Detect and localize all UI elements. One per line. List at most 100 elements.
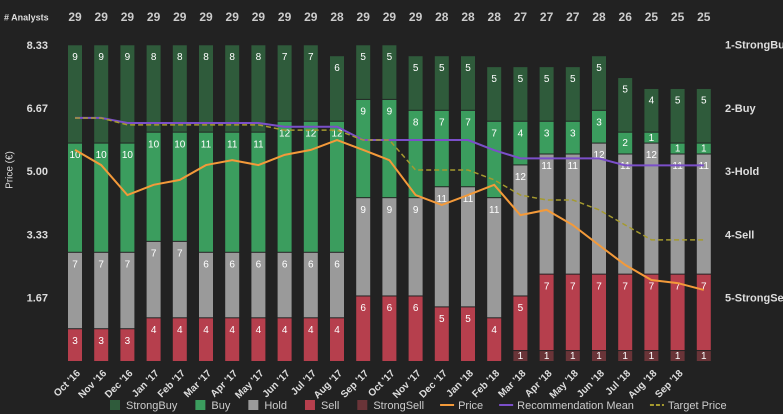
bar-segment bbox=[696, 154, 711, 274]
data-label: 5 bbox=[544, 74, 550, 85]
bar-segment bbox=[565, 67, 580, 121]
bar-segment bbox=[120, 45, 135, 143]
data-label: 10 bbox=[148, 139, 160, 150]
data-label: 1 bbox=[701, 351, 707, 362]
data-label: 8 bbox=[177, 52, 183, 63]
legend-label: Target Price bbox=[668, 400, 727, 412]
legend-swatch bbox=[110, 400, 120, 410]
bar-segment bbox=[408, 296, 423, 361]
data-label: 7 bbox=[125, 259, 131, 270]
bar-segment bbox=[434, 187, 449, 307]
data-label: 5 bbox=[387, 52, 393, 63]
y-axis-title: Price (€) bbox=[5, 151, 16, 189]
bar-segment bbox=[592, 143, 606, 274]
legend-item: StrongSell bbox=[357, 400, 424, 412]
bar-segment bbox=[487, 198, 502, 318]
data-label: 8 bbox=[151, 52, 157, 63]
bar-segment bbox=[277, 121, 292, 252]
data-label: 4 bbox=[151, 325, 157, 336]
legend-swatch bbox=[195, 400, 206, 410]
data-label: 9 bbox=[98, 52, 104, 63]
data-label: 6 bbox=[360, 303, 366, 314]
data-label: 4 bbox=[203, 325, 209, 336]
bar-segment bbox=[408, 198, 423, 296]
bar-segment bbox=[251, 45, 266, 132]
bar-segment bbox=[696, 351, 711, 361]
bar-segment bbox=[513, 121, 528, 165]
data-label: 5 bbox=[675, 96, 681, 107]
bar-segment bbox=[199, 318, 213, 361]
data-label: 7 bbox=[596, 281, 602, 292]
bar-segment bbox=[618, 154, 633, 274]
analyst-count: 29 bbox=[121, 10, 135, 24]
bar-segment bbox=[199, 45, 213, 132]
bar-segment bbox=[644, 88, 659, 132]
bar-segment bbox=[146, 241, 161, 318]
bar-segment bbox=[618, 78, 633, 132]
legend-item: Hold bbox=[248, 400, 287, 412]
data-label: 6 bbox=[387, 303, 393, 314]
bar-segment bbox=[382, 45, 397, 99]
bar-segment bbox=[618, 274, 633, 351]
bar-segment bbox=[670, 154, 685, 274]
bar-segment bbox=[565, 154, 580, 274]
data-label: 12 bbox=[331, 128, 343, 139]
bar-segment bbox=[146, 45, 161, 132]
data-label: 5 bbox=[701, 96, 707, 107]
bar-segment bbox=[251, 252, 266, 318]
legend-item: StrongBuy bbox=[110, 400, 178, 412]
bar-segment bbox=[513, 351, 528, 361]
y2-tick-label: 3-Hold bbox=[725, 166, 759, 178]
data-label: 5 bbox=[465, 314, 471, 325]
analyst-count: 29 bbox=[226, 10, 240, 24]
analyst-count: 28 bbox=[592, 10, 606, 24]
data-label: 9 bbox=[72, 52, 78, 63]
bar-segment bbox=[330, 252, 344, 318]
bar-segment bbox=[356, 198, 371, 296]
bar-segment bbox=[592, 351, 606, 361]
bar-segment bbox=[199, 252, 213, 318]
data-label: 5 bbox=[622, 85, 628, 96]
data-label: 1 bbox=[649, 133, 655, 144]
bar-segment bbox=[461, 307, 475, 361]
analyst-count: 29 bbox=[173, 10, 187, 24]
y-tick-label: 6.67 bbox=[27, 103, 48, 115]
bar-segment bbox=[303, 318, 318, 361]
bar-segment bbox=[644, 351, 659, 361]
bar-segment bbox=[225, 252, 240, 318]
analyst-count: 28 bbox=[435, 10, 449, 24]
data-label: 3 bbox=[570, 128, 576, 139]
data-label: 7 bbox=[98, 259, 104, 270]
data-label: 1 bbox=[570, 351, 576, 362]
data-label: 7 bbox=[308, 52, 314, 63]
data-label: 5 bbox=[518, 74, 524, 85]
bar-segment bbox=[356, 45, 371, 99]
data-label: 9 bbox=[387, 107, 393, 118]
data-label: 1 bbox=[675, 144, 681, 155]
bar-segment bbox=[172, 318, 187, 361]
analyst-count: 29 bbox=[278, 10, 292, 24]
legend-label: Price bbox=[458, 400, 483, 412]
data-label: 4 bbox=[518, 128, 524, 139]
data-label: 3 bbox=[125, 336, 131, 347]
data-label: 1 bbox=[596, 351, 602, 362]
bar-segment bbox=[251, 132, 266, 252]
bar-segment bbox=[592, 56, 606, 110]
data-label: 11 bbox=[437, 194, 448, 205]
data-label: 6 bbox=[308, 259, 314, 270]
bar-segment bbox=[172, 45, 187, 132]
analyst-count: 28 bbox=[461, 10, 475, 24]
analyst-count: 29 bbox=[95, 10, 109, 24]
data-label: 3 bbox=[596, 117, 602, 128]
bar-segment bbox=[94, 143, 109, 252]
data-label: 8 bbox=[256, 52, 262, 63]
bar-segment bbox=[670, 88, 685, 143]
data-label: 9 bbox=[360, 205, 366, 216]
bar-segment bbox=[696, 88, 711, 143]
bar-segment bbox=[330, 318, 344, 361]
bar-segment bbox=[225, 318, 240, 361]
bar-segment bbox=[670, 351, 685, 361]
data-label: 4 bbox=[282, 325, 288, 336]
data-label: 6 bbox=[413, 303, 419, 314]
data-label: 5 bbox=[360, 52, 366, 63]
